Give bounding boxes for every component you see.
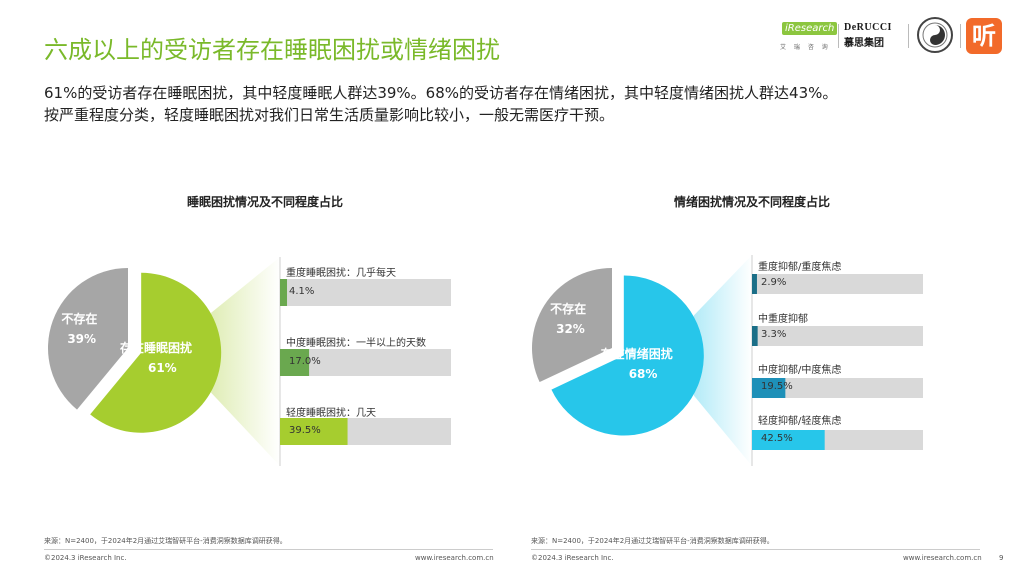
sleep-bar-track — [280, 279, 451, 306]
mood-bar-label: 中度抑郁/中度焦虑 — [758, 365, 842, 376]
mood-absent-value: 32% — [556, 322, 585, 337]
iresearch-logo-sub: 艾 瑞 咨 询 — [780, 44, 831, 51]
mood-chart-title: 情绪困扰情况及不同程度占比 — [674, 195, 831, 209]
sleep-pie-slice-present — [90, 272, 222, 433]
sleep-chart-title: 睡眠困扰情况及不同程度占比 — [187, 195, 344, 209]
footer-divider-left — [44, 549, 493, 550]
mood-chart — [532, 255, 923, 466]
sleep-fan-connector — [211, 257, 280, 466]
sleep-bar-value: 17.0% — [289, 355, 321, 367]
page-title: 六成以上的受访者存在睡眠困扰或情绪困扰 — [44, 36, 500, 64]
iresearch-logo: iResearch 艾 瑞 咨 询 — [776, 20, 838, 54]
url-right: www.iresearch.com.cn — [903, 554, 982, 562]
url-left: www.iresearch.com.cn — [415, 554, 494, 562]
copyright-left: ©2024.3 iResearch Inc. — [44, 554, 127, 562]
logo-divider — [838, 24, 839, 48]
mood-bar-label: 中重度抑郁 — [758, 314, 808, 325]
sleep-bar-label: 中度睡眠困扰：一半以上的天数 — [286, 338, 426, 349]
mood-pie-slice-absent — [532, 268, 612, 383]
mood-bar-fill — [752, 378, 786, 398]
logo-divider — [908, 24, 909, 48]
derucci-logo: DeRUCCI 慕思集团 — [844, 22, 900, 52]
sleep-chart — [47, 257, 451, 466]
sleep-present-value: 61% — [147, 360, 177, 375]
sleep-bar-fill — [280, 279, 288, 306]
mood-bar-value: 2.9% — [761, 277, 787, 288]
derucci-logo-en: DeRUCCI — [844, 22, 892, 33]
sleep-absent-label: 不存在 — [61, 312, 98, 327]
sleep-bar-label: 重度睡眠困扰：几乎每天 — [286, 268, 396, 279]
seal-logo-icon — [917, 17, 953, 53]
page-number: 9 — [999, 554, 1004, 562]
mood-bar-fill — [752, 326, 758, 346]
mood-bar-track — [752, 326, 923, 346]
subtitle-line-1: 61%的受访者存在睡眠困扰，其中轻度睡眠人群达39%。68%的受访者存在情绪困扰… — [44, 84, 838, 102]
mood-absent-label: 不存在 — [550, 302, 587, 317]
mood-bar-value: 19.5% — [761, 381, 793, 392]
logo-bar: iResearch 艾 瑞 咨 询 DeRUCCI 慕思集团 听 — [776, 16, 1016, 56]
sleep-bar-value: 39.5% — [289, 424, 321, 436]
mood-bar-label: 重度抑郁/重度焦虑 — [758, 262, 842, 273]
mood-bar-value: 42.5% — [761, 433, 793, 444]
page-subtitle: 61%的受访者存在睡眠困扰，其中轻度睡眠人群达39%。68%的受访者存在情绪困扰… — [44, 82, 994, 126]
subtitle-line-2: 按严重程度分类，轻度睡眠困扰对我们日常生活质量影响比较小，一般无需医疗干预。 — [44, 106, 615, 124]
mood-present-value: 68% — [628, 367, 658, 382]
mood-pie-slice-present — [551, 275, 704, 436]
sleep-present-label: 存在睡眠困扰 — [119, 340, 192, 355]
sleep-absent-value: 39% — [67, 332, 97, 347]
ting-app-logo: 听 — [966, 18, 1002, 54]
source-note-right: 来源：N=2400，于2024年2月通过艾瑞智研平台-消费洞察数据库调研获得。 — [531, 537, 774, 545]
footer-divider-right — [531, 549, 980, 550]
mood-bar-fill — [752, 274, 757, 294]
mood-bar-value: 3.3% — [761, 329, 787, 340]
mood-bar-track — [752, 378, 923, 398]
sleep-bar-label: 轻度睡眠困扰：几天 — [286, 408, 376, 419]
sleep-bar-value: 4.1% — [289, 285, 315, 297]
mood-bar-track — [752, 274, 923, 294]
mood-bar-label: 轻度抑郁/轻度焦虑 — [758, 416, 842, 427]
iresearch-logo-text: iResearch — [782, 22, 838, 35]
mood-present-label: 存在情绪困扰 — [600, 347, 673, 362]
mood-bar-fill — [752, 430, 825, 450]
sleep-bar-fill — [280, 349, 310, 376]
sleep-pie-slice-absent — [47, 268, 128, 410]
mood-fan-connector — [693, 255, 752, 466]
derucci-logo-cn: 慕思集团 — [844, 38, 884, 49]
sleep-bar-fill — [280, 418, 348, 445]
copyright-right: ©2024.3 iResearch Inc. — [531, 554, 614, 562]
logo-divider — [960, 24, 961, 48]
source-note-left: 来源：N=2400，于2024年2月通过艾瑞智研平台-消费洞察数据库调研获得。 — [44, 537, 287, 545]
